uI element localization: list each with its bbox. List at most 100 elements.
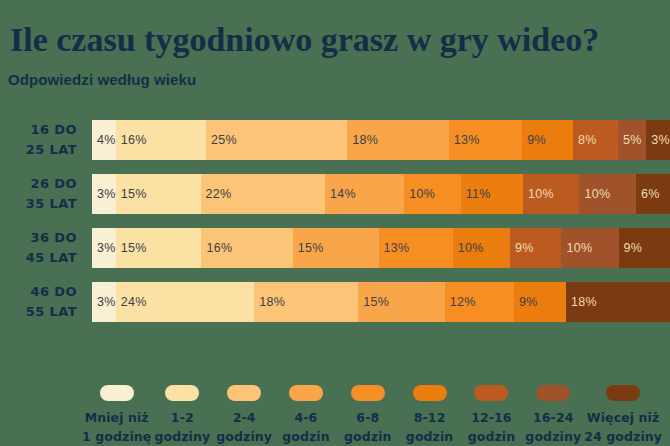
age-group-label: 46 DO55 LAT	[0, 282, 77, 322]
segment-value-label: 9%	[522, 133, 546, 147]
legend-item: 1-2godziny	[151, 385, 213, 446]
bar-segment: 3%	[92, 282, 116, 322]
segment-value-label: 8%	[573, 133, 597, 147]
bar-segment: 3%	[92, 228, 116, 268]
legend-item: 4-6godzin	[275, 385, 337, 446]
legend-label: Mniej niż1 godzinę	[82, 408, 151, 446]
legend-item: Mniej niż1 godzinę	[82, 385, 151, 446]
segment-value-label: 11%	[461, 187, 491, 201]
bar-segment: 18%	[254, 282, 358, 322]
legend-item: Więcej niż24 godziny	[584, 385, 662, 446]
legend-swatch	[474, 385, 508, 401]
segment-value-label: 18%	[347, 133, 378, 147]
bar-segment: 10%	[404, 174, 461, 214]
legend-swatch	[227, 385, 261, 401]
segment-value-label: 10%	[523, 187, 554, 201]
legend-swatch	[606, 385, 640, 401]
legend-item: 2-4godziny	[213, 385, 275, 446]
legend-item: 16-24godziny	[522, 385, 584, 446]
legend-label: 4-6godzin	[282, 408, 330, 446]
bar-segment: 14%	[325, 174, 404, 214]
stacked-bar: 3%15%16%15%13%10%9%10%9%	[92, 228, 670, 268]
legend-swatch	[351, 385, 385, 401]
legend: Mniej niż1 godzinę1-2godziny2-4godziny4-…	[82, 385, 662, 446]
stacked-bar: 3%24% 18% 15% 12% 9% 18%	[92, 282, 670, 322]
bar-segment: 4%	[92, 120, 116, 160]
bar-segment: 12%	[445, 282, 514, 322]
legend-label: 12-16godzin	[468, 408, 516, 446]
legend-swatch	[100, 385, 134, 401]
stacked-bar: 4%16% 25%18% 13%9% 8% 5% 3%	[92, 120, 670, 160]
bar-segment: 10%	[523, 174, 580, 214]
segment-value-label: 15%	[116, 187, 147, 201]
bar-segment: 10%	[453, 228, 510, 268]
segment-value-label: 16%	[116, 133, 147, 147]
bar-segment: 10%	[561, 228, 618, 268]
bar-segment: 9%	[522, 120, 573, 160]
bar-row: 46 DO55 LAT 3%24% 18% 15% 12% 9% 18%	[0, 282, 670, 322]
legend-label: 8-12godzin	[406, 408, 454, 446]
bar-segment: 18%	[347, 120, 449, 160]
segment-value-label: 22%	[201, 187, 232, 201]
legend-item: 6-8godzin	[337, 385, 399, 446]
chart-title: Ile czasu tygodniowo grasz w gry wideo?	[10, 22, 599, 58]
segment-value-label: 18%	[254, 295, 285, 309]
segment-value-label: 16%	[201, 241, 232, 255]
bar-segment: 15%	[116, 228, 202, 268]
segment-value-label: 14%	[325, 187, 356, 201]
bar-segment: 22%	[201, 174, 325, 214]
segment-value-label: 15%	[293, 241, 324, 255]
segment-value-label: 24%	[116, 295, 147, 309]
age-group-label: 16 DO25 LAT	[0, 120, 77, 160]
bar-segment: 11%	[461, 174, 523, 214]
legend-item: 8-12godzin	[399, 385, 461, 446]
bar-row: 36 DO45 LAT3%15%16%15%13%10%9%10%9%	[0, 228, 670, 268]
segment-value-label: 6%	[636, 187, 660, 201]
segment-value-label: 9%	[619, 241, 643, 255]
segment-value-label: 9%	[514, 295, 538, 309]
bar-segment: 10%	[579, 174, 636, 214]
bar-segment: 13%	[449, 120, 522, 160]
bar-segment: 13%	[379, 228, 453, 268]
segment-value-label: 18%	[566, 295, 597, 309]
bar-segment: 15%	[116, 174, 201, 214]
segment-value-label: 15%	[116, 241, 147, 255]
bar-row: 26 DO35 LAT3%15%22%14%10%11%10%10%6%	[0, 174, 670, 214]
legend-swatch	[413, 385, 447, 401]
segment-value-label: 15%	[358, 295, 389, 309]
legend-swatch	[289, 385, 323, 401]
legend-label: Więcej niż24 godziny	[584, 408, 662, 446]
bar-segment: 9%	[619, 228, 670, 268]
bar-segment: 9%	[510, 228, 561, 268]
bar-segment: 16%	[201, 228, 292, 268]
bar-segment: 9%	[514, 282, 566, 322]
bar-segment: 18%	[566, 282, 670, 322]
bar-row: 16 DO25 LAT 4%16% 25%18% 13%9% 8% 5% 3%	[0, 120, 670, 160]
segment-value-label: 10%	[561, 241, 592, 255]
bar-segment: 15%	[293, 228, 379, 268]
chart-canvas: Ile czasu tygodniowo grasz w gry wideo? …	[0, 0, 670, 446]
legend-label: 16-24godziny	[525, 408, 581, 446]
bar-segment: 5%	[618, 120, 646, 160]
segment-value-label: 9%	[510, 241, 534, 255]
legend-swatch	[165, 385, 199, 401]
segment-value-label: 13%	[379, 241, 410, 255]
bar-segment: 25%	[206, 120, 347, 160]
segment-value-label: 4%	[92, 133, 116, 147]
segment-value-label: 10%	[579, 187, 610, 201]
segment-value-label: 3%	[646, 133, 670, 147]
segment-value-label: 10%	[453, 241, 484, 255]
age-group-label: 26 DO35 LAT	[0, 174, 77, 214]
legend-label: 6-8godzin	[344, 408, 392, 446]
segment-value-label: 3%	[92, 241, 116, 255]
chart-subtitle: Odpowiedzi według wieku	[8, 71, 196, 88]
bar-segment: 15%	[358, 282, 445, 322]
bar-segment: 24%	[116, 282, 255, 322]
segment-value-label: 12%	[445, 295, 476, 309]
legend-item: 12-16godzin	[461, 385, 523, 446]
segment-value-label: 5%	[618, 133, 642, 147]
segment-value-label: 3%	[92, 295, 116, 309]
segment-value-label: 10%	[404, 187, 435, 201]
bar-segment: 6%	[636, 174, 670, 214]
stacked-bar: 3%15%22%14%10%11%10%10%6%	[92, 174, 670, 214]
